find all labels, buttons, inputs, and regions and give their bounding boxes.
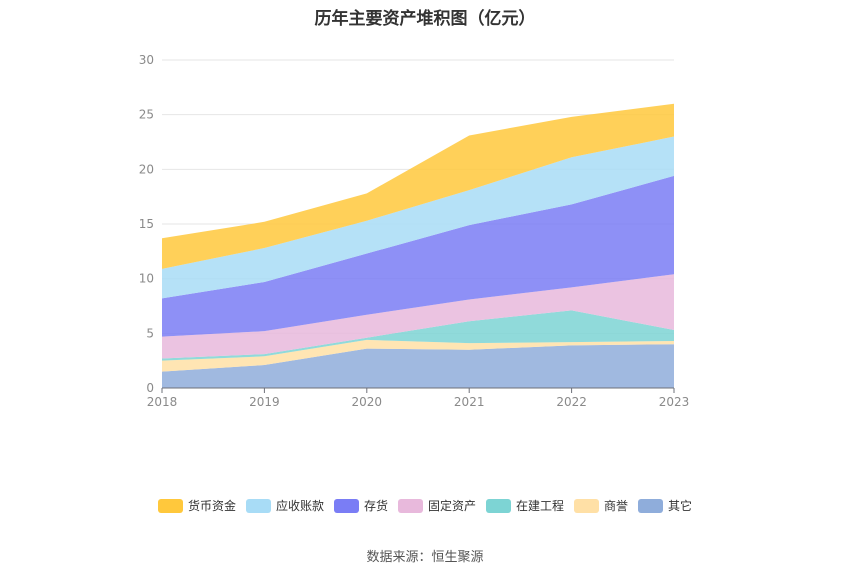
source-note: 数据来源：恒生聚源 — [0, 546, 850, 565]
y-tick-label: 0 — [146, 381, 154, 395]
chart-title: 历年主要资产堆积图（亿元） — [314, 9, 536, 29]
legend-item[interactable]: 其它 — [638, 497, 692, 514]
legend-item[interactable]: 货币资金 — [157, 497, 236, 514]
y-tick-label: 25 — [139, 108, 154, 122]
legend-swatch — [333, 498, 359, 513]
area-layer — [162, 103, 674, 388]
legend-label: 货币资金 — [187, 499, 236, 513]
x-tick-label: 2018 — [147, 395, 178, 409]
x-tick-label: 2021 — [454, 395, 485, 409]
y-tick-label: 5 — [146, 326, 154, 340]
area-商誉 — [162, 339, 674, 372]
legend-item[interactable]: 固定资产 — [397, 497, 476, 514]
legend-label: 应收账款 — [275, 499, 324, 513]
legend: 货币资金 应收账款 存货 固定资产 在建工程 商誉 其它 — [0, 497, 850, 514]
legend-item[interactable]: 应收账款 — [245, 497, 324, 514]
area-固定资产 — [162, 274, 674, 359]
legend-swatch — [486, 498, 511, 513]
y-tick-label: 30 — [139, 53, 154, 67]
area-应收账款 — [162, 136, 674, 299]
legend-swatch — [574, 498, 600, 513]
legend-label: 存货 — [363, 499, 388, 513]
legend-item[interactable]: 在建工程 — [486, 497, 564, 514]
source-name: 恒生聚源 — [431, 550, 484, 565]
legend-swatch — [245, 498, 271, 513]
y-tick-label: 10 — [139, 272, 154, 286]
area-货币资金 — [162, 103, 674, 269]
y-tick-label: 20 — [139, 162, 154, 176]
area-存货 — [162, 175, 674, 337]
legend-label: 商誉 — [604, 499, 629, 513]
y-tick-label: 15 — [139, 217, 154, 231]
legend-item[interactable]: 商誉 — [574, 497, 628, 514]
legend-label: 其它 — [668, 499, 693, 513]
x-tick-label: 2019 — [249, 395, 280, 409]
legend-item[interactable]: 存货 — [333, 497, 388, 514]
legend-swatch — [157, 498, 183, 513]
x-tick-label: 2020 — [352, 395, 383, 409]
axis-layer: 0 5 10 15 20 25 30 2018 2019 2020 2021 2022 2023 — [139, 53, 690, 409]
area-在建工程 — [162, 310, 674, 361]
legend-swatch — [397, 498, 423, 513]
legend-swatch — [638, 498, 664, 513]
source-label: 数据来源： — [366, 550, 432, 565]
x-tick-label: 2023 — [659, 395, 690, 409]
legend-label: 在建工程 — [516, 499, 565, 513]
x-tick-label: 2022 — [556, 395, 587, 409]
area-其它 — [162, 344, 674, 388]
legend-label: 固定资产 — [427, 499, 476, 513]
